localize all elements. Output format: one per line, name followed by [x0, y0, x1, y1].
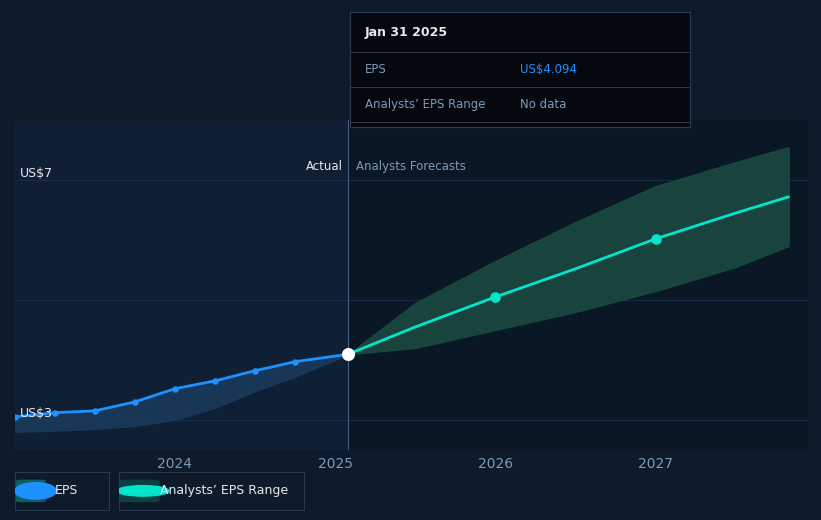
Bar	[348, 120, 808, 450]
Point	[89, 407, 102, 415]
Point	[128, 398, 141, 406]
Text: Analysts’ EPS Range: Analysts’ EPS Range	[160, 485, 288, 497]
Text: US$7: US$7	[20, 167, 53, 180]
Point	[488, 293, 502, 301]
Point	[649, 235, 663, 243]
Text: Actual: Actual	[306, 160, 343, 173]
Point	[342, 350, 355, 358]
Point	[8, 413, 21, 421]
Text: No data: No data	[521, 98, 566, 111]
Text: EPS: EPS	[54, 485, 78, 497]
Point	[48, 409, 62, 417]
Point	[249, 367, 262, 375]
Circle shape	[117, 486, 169, 496]
Text: Analysts Forecasts: Analysts Forecasts	[356, 160, 466, 173]
Bar	[15, 120, 348, 450]
FancyBboxPatch shape	[115, 479, 160, 502]
Text: US$3: US$3	[20, 407, 53, 420]
Point	[209, 376, 222, 385]
Point	[342, 350, 355, 358]
Text: US$4.094: US$4.094	[521, 63, 577, 76]
Text: Jan 31 2025: Jan 31 2025	[365, 26, 448, 39]
Point	[168, 384, 181, 393]
Circle shape	[15, 483, 57, 499]
Text: EPS: EPS	[365, 63, 387, 76]
Point	[289, 358, 302, 366]
FancyBboxPatch shape	[16, 479, 46, 502]
Text: Analysts’ EPS Range: Analysts’ EPS Range	[365, 98, 485, 111]
